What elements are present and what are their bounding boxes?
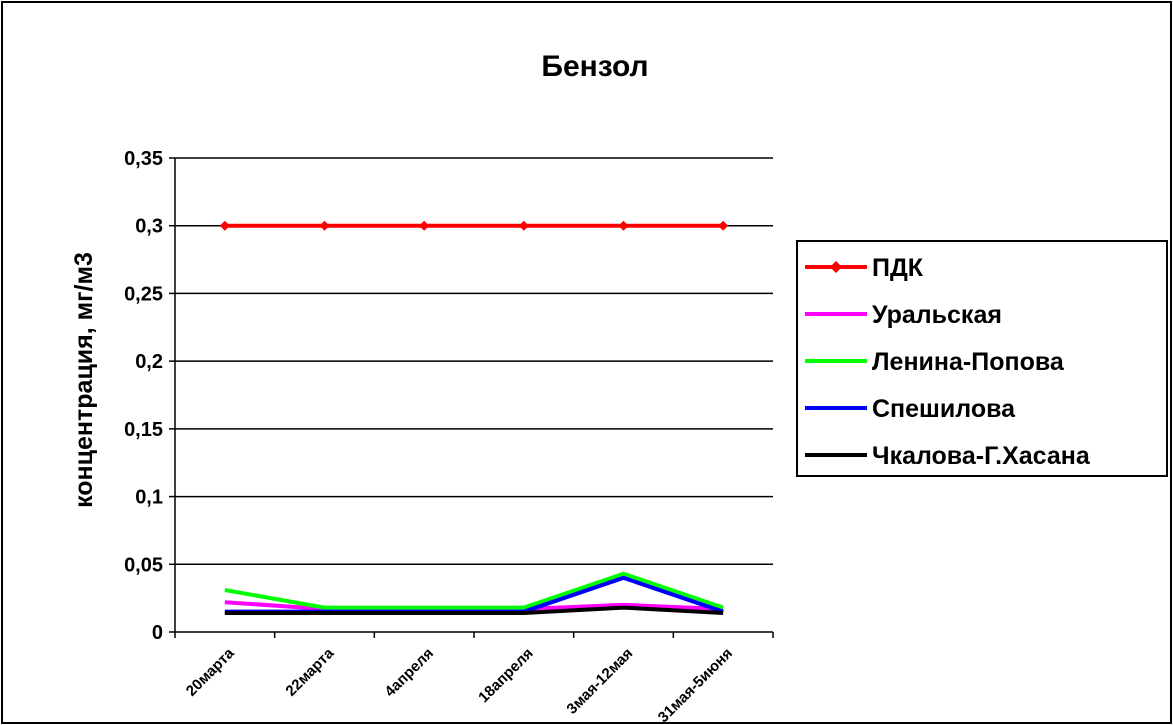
legend-label-3: Спешилова xyxy=(872,395,1016,423)
legend-label-2: Ленина-Попова xyxy=(872,348,1065,376)
series-lines xyxy=(219,220,729,616)
y-tick-label: 0,3 xyxy=(135,216,163,238)
series-line-2 xyxy=(224,571,724,610)
chart-title: Бензол xyxy=(541,50,648,83)
legend-label-4: Чкалова-Г.Хасана xyxy=(872,442,1091,470)
y-tick-label: 0 xyxy=(152,622,163,644)
legend: ПДК Уральская Ленина-Попова Спешилова Чкалов… xyxy=(796,240,1168,477)
legend-marker xyxy=(830,261,842,273)
legend-box xyxy=(796,240,1168,477)
y-tick-label: 0,35 xyxy=(124,148,163,170)
y-tick-label: 0,05 xyxy=(124,554,163,576)
y-tick-label: 0,15 xyxy=(124,419,163,441)
y-axis-label: концентрация, мг/м3 xyxy=(70,252,98,508)
data-point xyxy=(319,220,330,231)
data-point xyxy=(518,220,529,231)
data-point xyxy=(618,220,629,231)
series-line-4 xyxy=(224,605,724,616)
y-tick-label: 0,1 xyxy=(135,487,163,509)
legend-label-1: Уральская xyxy=(872,301,1002,329)
data-point xyxy=(718,220,729,231)
legend-label-0: ПДК xyxy=(872,254,924,282)
y-tick-label: 0,2 xyxy=(135,351,163,373)
y-tick-label: 0,25 xyxy=(124,283,163,305)
data-point xyxy=(219,220,230,231)
data-point xyxy=(419,220,430,231)
